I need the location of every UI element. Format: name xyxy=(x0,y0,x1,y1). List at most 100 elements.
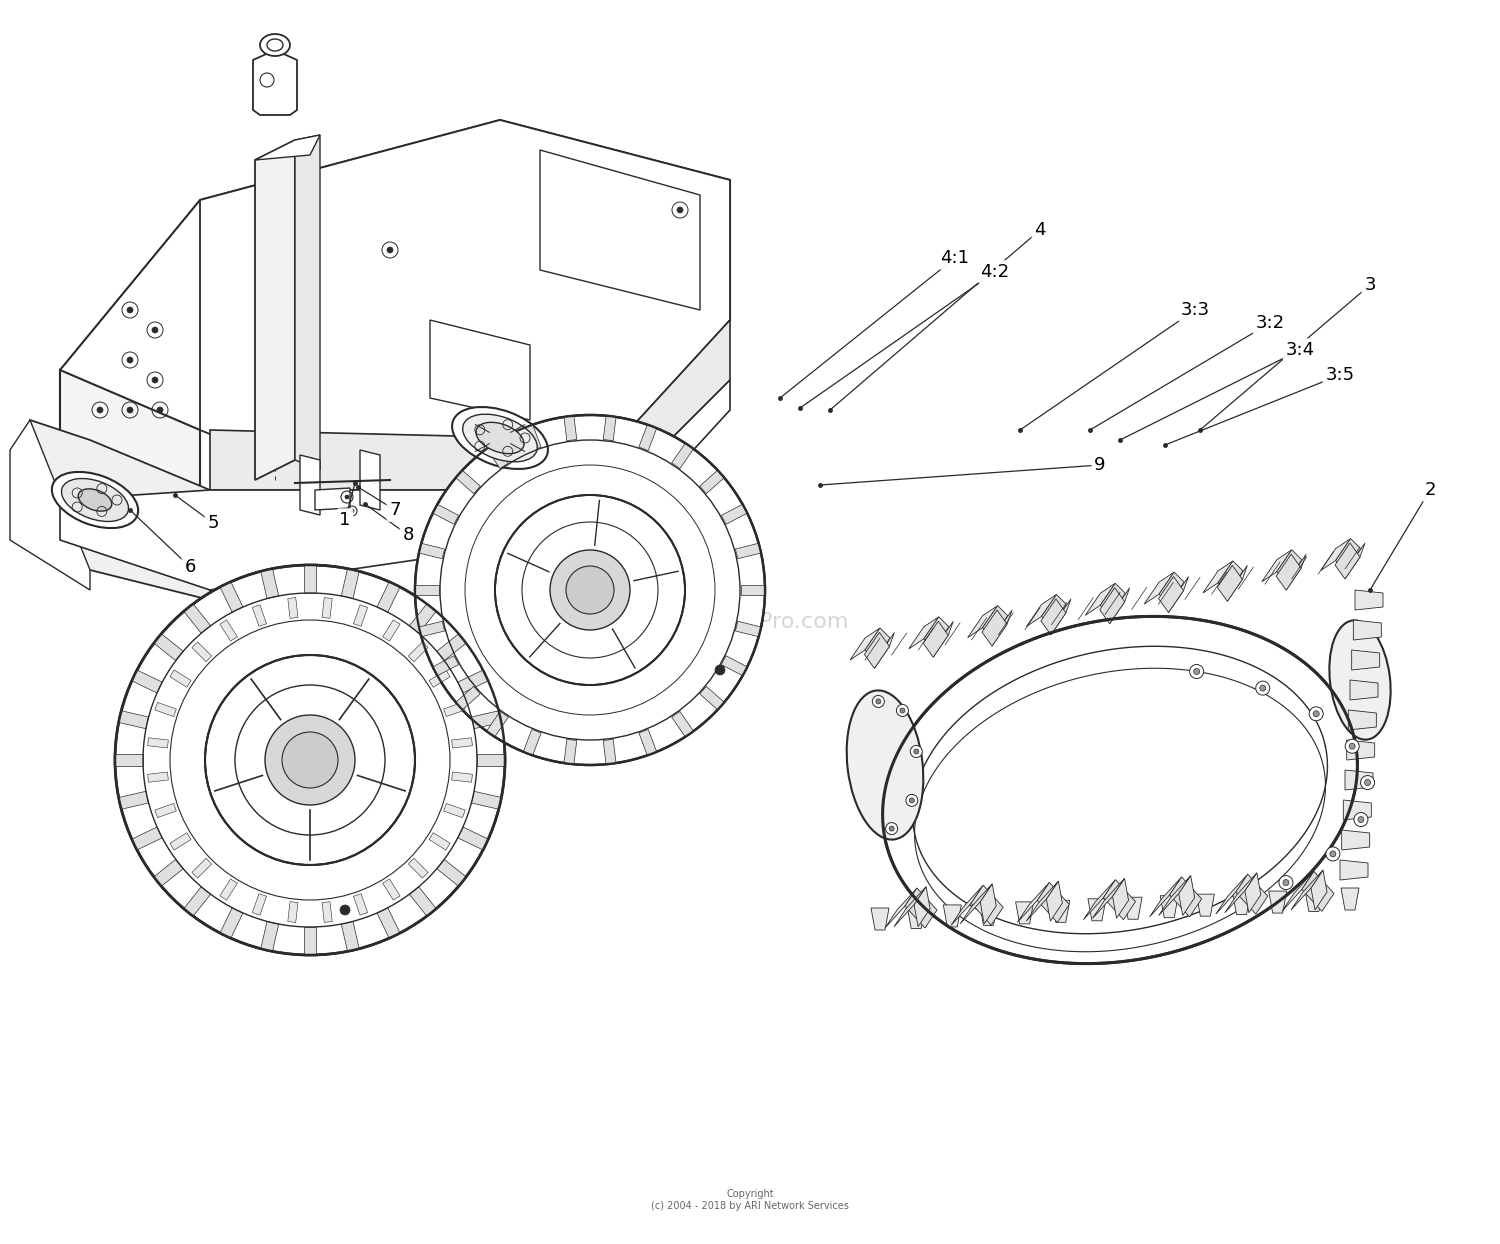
Polygon shape xyxy=(486,443,508,469)
Polygon shape xyxy=(1179,876,1194,916)
Polygon shape xyxy=(304,927,316,955)
Polygon shape xyxy=(1110,587,1130,623)
Polygon shape xyxy=(458,671,489,693)
Polygon shape xyxy=(183,603,210,633)
Polygon shape xyxy=(382,880,400,901)
Polygon shape xyxy=(914,887,930,927)
Ellipse shape xyxy=(260,34,290,56)
Polygon shape xyxy=(1197,894,1215,916)
Polygon shape xyxy=(603,739,616,764)
Polygon shape xyxy=(1158,576,1184,612)
Text: 3:5: 3:5 xyxy=(1326,366,1354,384)
Polygon shape xyxy=(456,470,480,494)
Polygon shape xyxy=(132,827,162,850)
Ellipse shape xyxy=(876,699,880,704)
Polygon shape xyxy=(1052,901,1070,922)
Polygon shape xyxy=(864,632,889,668)
Polygon shape xyxy=(909,617,939,649)
Ellipse shape xyxy=(387,248,393,253)
Polygon shape xyxy=(456,687,480,710)
Polygon shape xyxy=(564,739,578,764)
Ellipse shape xyxy=(676,207,682,213)
Text: 3:4: 3:4 xyxy=(1286,341,1314,360)
Ellipse shape xyxy=(1348,743,1354,749)
Polygon shape xyxy=(444,804,465,817)
Polygon shape xyxy=(1340,860,1368,880)
Ellipse shape xyxy=(873,695,885,708)
Ellipse shape xyxy=(462,414,537,462)
Ellipse shape xyxy=(345,495,350,499)
Polygon shape xyxy=(410,887,436,916)
Polygon shape xyxy=(458,827,489,850)
Polygon shape xyxy=(1218,565,1242,601)
Ellipse shape xyxy=(128,307,134,313)
Ellipse shape xyxy=(910,745,922,758)
Polygon shape xyxy=(154,804,177,817)
Polygon shape xyxy=(60,379,730,590)
Polygon shape xyxy=(735,544,760,559)
Polygon shape xyxy=(419,621,444,637)
Polygon shape xyxy=(1348,710,1377,730)
Polygon shape xyxy=(261,922,279,952)
Polygon shape xyxy=(315,488,350,510)
Ellipse shape xyxy=(1194,668,1200,674)
Polygon shape xyxy=(741,585,765,595)
Polygon shape xyxy=(322,597,332,618)
Polygon shape xyxy=(1038,882,1070,923)
Polygon shape xyxy=(1341,830,1370,850)
Polygon shape xyxy=(944,904,962,927)
Ellipse shape xyxy=(152,377,157,383)
Polygon shape xyxy=(1276,554,1300,590)
Polygon shape xyxy=(342,922,358,952)
Polygon shape xyxy=(255,141,296,480)
Text: 2: 2 xyxy=(1425,481,1436,499)
Polygon shape xyxy=(132,671,162,693)
Polygon shape xyxy=(1335,539,1360,571)
Polygon shape xyxy=(410,603,436,633)
Polygon shape xyxy=(30,420,210,600)
Text: 4:2: 4:2 xyxy=(981,262,1010,281)
Polygon shape xyxy=(1092,878,1125,918)
Polygon shape xyxy=(1347,740,1374,760)
Text: 7: 7 xyxy=(390,501,400,519)
Ellipse shape xyxy=(1282,880,1288,886)
Polygon shape xyxy=(524,729,542,755)
Polygon shape xyxy=(980,903,998,926)
Ellipse shape xyxy=(1312,710,1318,717)
Polygon shape xyxy=(951,886,982,926)
Polygon shape xyxy=(564,415,578,440)
Ellipse shape xyxy=(909,797,915,802)
Polygon shape xyxy=(252,893,267,916)
Polygon shape xyxy=(408,642,428,662)
Polygon shape xyxy=(1052,598,1071,634)
Polygon shape xyxy=(60,119,730,560)
Polygon shape xyxy=(1113,878,1128,918)
Polygon shape xyxy=(639,424,657,450)
Ellipse shape xyxy=(900,708,904,713)
Ellipse shape xyxy=(476,422,524,454)
Polygon shape xyxy=(1227,565,1248,601)
Polygon shape xyxy=(444,703,465,717)
Polygon shape xyxy=(252,605,267,626)
Polygon shape xyxy=(924,617,950,649)
Polygon shape xyxy=(1292,870,1323,911)
Polygon shape xyxy=(1216,875,1248,914)
Polygon shape xyxy=(1149,877,1182,917)
Polygon shape xyxy=(1276,550,1302,582)
Ellipse shape xyxy=(897,704,909,717)
Ellipse shape xyxy=(78,489,112,511)
Polygon shape xyxy=(10,420,90,590)
Polygon shape xyxy=(1016,902,1034,924)
Polygon shape xyxy=(452,773,472,782)
Polygon shape xyxy=(603,415,616,440)
Polygon shape xyxy=(183,887,210,916)
Ellipse shape xyxy=(846,690,924,840)
Ellipse shape xyxy=(158,407,164,413)
Polygon shape xyxy=(419,544,444,559)
Polygon shape xyxy=(296,136,320,470)
Polygon shape xyxy=(1047,881,1062,921)
Ellipse shape xyxy=(890,826,894,831)
Polygon shape xyxy=(970,886,1004,926)
Polygon shape xyxy=(982,610,1006,646)
Polygon shape xyxy=(354,605,368,626)
